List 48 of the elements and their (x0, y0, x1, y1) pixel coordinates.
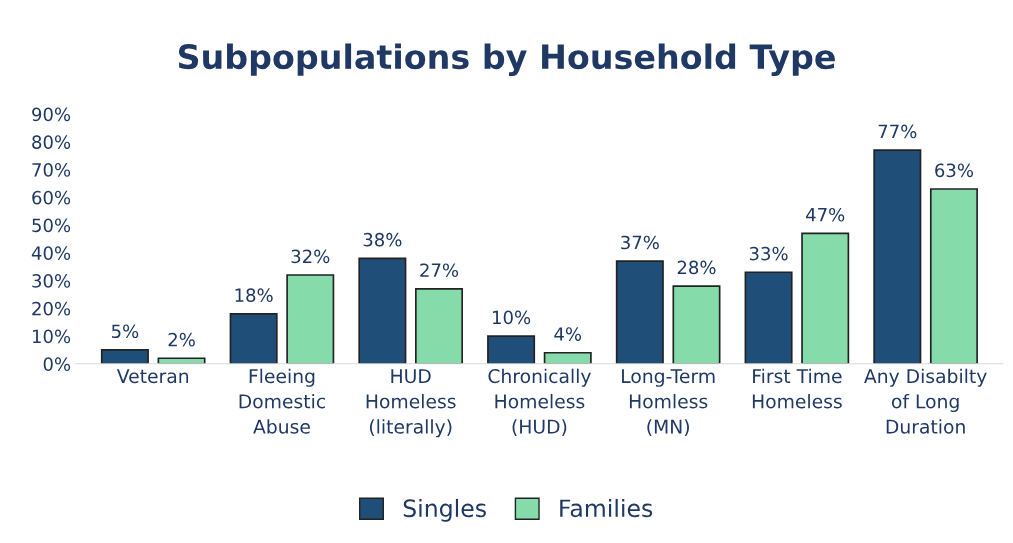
data-label: 10% (493, 310, 531, 325)
bar (543, 351, 592, 364)
y-tick-label: 30% (32, 274, 71, 288)
data-label: 5% (111, 324, 139, 339)
x-tick-label: Veteran (116, 369, 189, 384)
data-label: 32% (291, 249, 330, 264)
y-tick-label: 90% (32, 107, 71, 122)
y-tick-label: 0% (43, 357, 71, 371)
bar (157, 357, 206, 364)
bar (744, 271, 793, 364)
x-tick-label: HUD Homeless (literally) (366, 369, 456, 438)
y-tick-label: 80% (32, 135, 71, 149)
x-tick-label: Fleeing Domestic Abuse (239, 368, 325, 434)
x-tick-label: First Time Homeless (752, 368, 842, 409)
data-label: 47% (806, 207, 845, 222)
bar (615, 260, 664, 364)
data-label: 37% (621, 235, 659, 250)
bar (415, 288, 464, 364)
data-label: 2% (168, 332, 195, 347)
data-label: 28% (677, 260, 716, 275)
data-label: 27% (420, 263, 459, 278)
y-tick-label: 60% (32, 190, 71, 205)
data-label: 77% (878, 124, 917, 139)
chart-title: Subpopulations by Household Type (178, 43, 835, 76)
y-tick-label: 50% (32, 218, 71, 233)
legend-label: Singles (403, 498, 486, 522)
bar (487, 335, 536, 364)
y-tick-label: 10% (32, 329, 71, 344)
bar (229, 313, 278, 364)
bar (672, 285, 721, 364)
data-label: 4% (554, 327, 582, 341)
bar (100, 349, 149, 364)
bar (929, 188, 978, 364)
y-tick-label: 20% (32, 301, 71, 316)
bar (801, 232, 850, 364)
x-tick-label: Chronically Homeless (HUD) (488, 368, 591, 436)
data-label: 38% (363, 232, 402, 247)
bar (358, 257, 407, 364)
y-tick-label: 70% (32, 163, 71, 177)
x-tick-label: Any Disabilty of Long Duration (864, 368, 987, 434)
data-label: 18% (235, 288, 273, 303)
data-label: 63% (935, 163, 974, 178)
bar (286, 274, 335, 364)
bar (873, 149, 922, 364)
legend-label: Families (560, 498, 653, 518)
y-tick-label: 40% (31, 246, 71, 260)
x-tick-label: Long-Term Homless (MN) (622, 369, 715, 436)
data-label: 33% (749, 246, 788, 261)
